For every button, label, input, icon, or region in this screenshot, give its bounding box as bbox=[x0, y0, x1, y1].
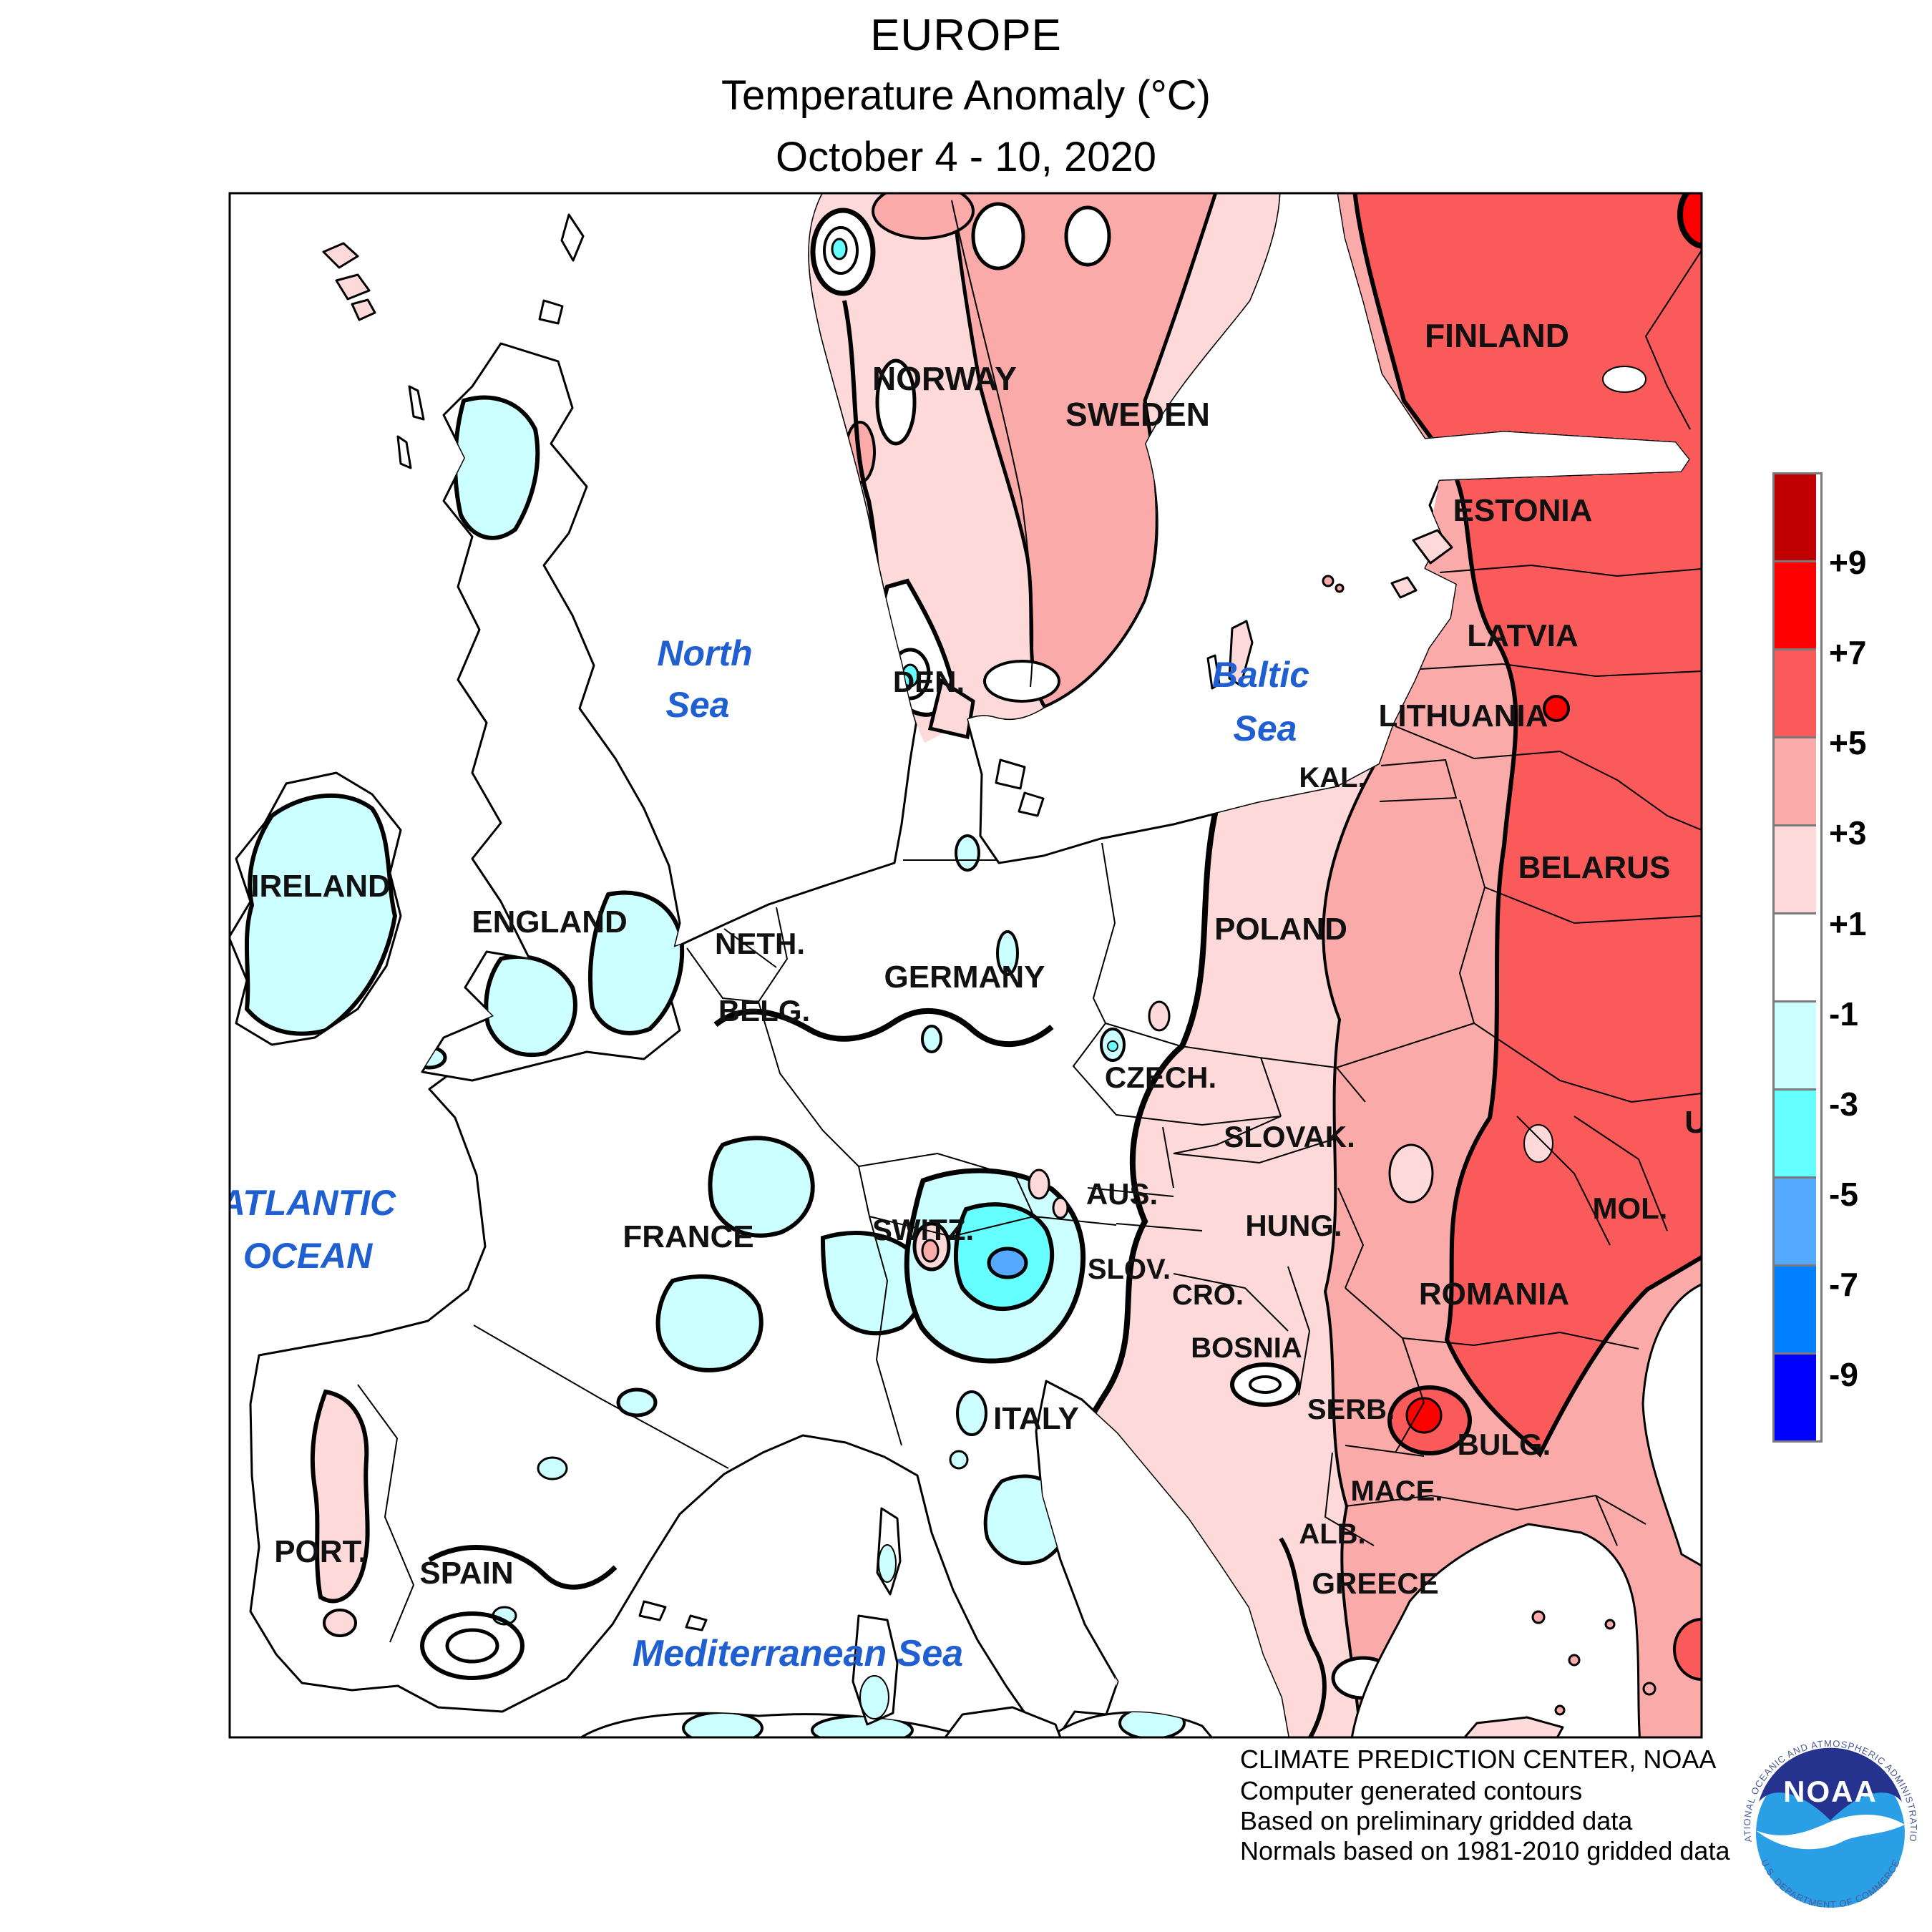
legend-cell-m7-m9 bbox=[1775, 1267, 1816, 1355]
label-belarus: BELARUS bbox=[1518, 850, 1671, 885]
label-romania: ROMANIA bbox=[1419, 1277, 1569, 1312]
legend-label-m1: -1 bbox=[1829, 995, 1858, 1033]
sea-overlays bbox=[1350, 1283, 1702, 1737]
map-frame bbox=[228, 192, 1703, 1739]
legend-label-m5: -5 bbox=[1829, 1176, 1858, 1213]
legend-cell-5-7 bbox=[1775, 650, 1816, 738]
label-greece: GREECE bbox=[1312, 1566, 1438, 1600]
label-belgium: BELG. bbox=[718, 994, 810, 1028]
legend-label-p5: +5 bbox=[1829, 724, 1867, 761]
baltic-sea-label2: Sea bbox=[1234, 708, 1297, 748]
legend-cell-1-3 bbox=[1775, 826, 1816, 914]
label-france: FRANCE bbox=[623, 1219, 753, 1254]
label-estonia: ESTONIA bbox=[1453, 493, 1593, 528]
label-bulgaria: BULG. bbox=[1458, 1428, 1551, 1461]
credit-line-contours: Computer generated contours bbox=[1240, 1776, 1583, 1805]
credit-line-source: CLIMATE PREDICTION CENTER, NOAA bbox=[1240, 1745, 1717, 1774]
noaa-logo-wordmark: NOAA bbox=[1783, 1775, 1878, 1808]
label-lithuania: LITHUANIA bbox=[1378, 698, 1548, 733]
label-germany: GERMANY bbox=[884, 960, 1045, 995]
label-portugal: PORT. bbox=[274, 1534, 367, 1569]
legend-cell-7-9 bbox=[1775, 562, 1816, 650]
label-switzerland: SWITZ. bbox=[872, 1213, 974, 1246]
legend-label-m7: -7 bbox=[1829, 1266, 1858, 1303]
legend-cell-neutral bbox=[1775, 914, 1816, 1002]
label-sweden: SWEDEN bbox=[1065, 396, 1210, 433]
label-latvia: LATVIA bbox=[1467, 618, 1579, 653]
country-borders bbox=[357, 200, 1702, 1643]
legend-label-p3: +3 bbox=[1829, 814, 1867, 852]
label-norway: NORWAY bbox=[872, 360, 1017, 397]
north-sea-label: North bbox=[657, 633, 752, 673]
map-title: EUROPE bbox=[870, 11, 1062, 60]
label-czechia: CZECH. bbox=[1105, 1060, 1216, 1094]
label-slovakia: SLOVAK. bbox=[1224, 1120, 1355, 1153]
map-subtitle: Temperature Anomaly (°C) bbox=[721, 72, 1211, 119]
label-england: ENGLAND bbox=[472, 904, 628, 940]
map-date-range: October 4 - 10, 2020 bbox=[776, 134, 1156, 180]
sea-labels: North Sea Baltic Sea ATLANTIC OCEAN Medi… bbox=[218, 633, 1309, 1674]
noaa-logo-sky bbox=[1759, 1747, 1902, 1820]
legend-label-p1: +1 bbox=[1829, 905, 1867, 942]
aegean-sea bbox=[1350, 1523, 1641, 1737]
atlantic-ocean-label2: OCEAN bbox=[243, 1236, 373, 1276]
legend-cell-m1-m3 bbox=[1775, 1002, 1816, 1091]
label-bosnia: BOSNIA bbox=[1191, 1332, 1302, 1364]
label-netherlands: NETH. bbox=[715, 927, 805, 960]
label-denmark: DEN. bbox=[893, 665, 965, 698]
label-hungary: HUNG. bbox=[1245, 1209, 1342, 1242]
legend-colorbar bbox=[1772, 472, 1823, 1443]
north-sea-label2: Sea bbox=[666, 685, 730, 725]
label-slovenia: SLOV. bbox=[1088, 1254, 1171, 1285]
legend-cell-m5-m7 bbox=[1775, 1179, 1816, 1267]
legend-cell-above-9 bbox=[1775, 474, 1816, 562]
label-albania: ALB. bbox=[1299, 1518, 1365, 1550]
label-serbia: SERB. bbox=[1307, 1394, 1395, 1425]
label-ukraine: UKR. bbox=[1684, 1105, 1762, 1140]
label-finland: FINLAND bbox=[1425, 317, 1569, 354]
legend-cell-3-5 bbox=[1775, 738, 1816, 826]
atlantic-ocean-label: ATLANTIC bbox=[218, 1183, 396, 1223]
legend-label-m3: -3 bbox=[1829, 1085, 1858, 1123]
label-moldova: MOL. bbox=[1593, 1191, 1668, 1225]
legend-cell-m3-m5 bbox=[1775, 1091, 1816, 1179]
label-ireland: IRELAND bbox=[250, 869, 391, 904]
mediterranean-sea-label: Mediterranean Sea bbox=[633, 1633, 963, 1674]
label-italy: ITALY bbox=[993, 1401, 1079, 1436]
noaa-logo: NOAA NATIONAL OCEANIC AND ATMOSPHERIC AD… bbox=[1730, 1736, 1925, 1928]
label-macedonia: MACE. bbox=[1351, 1475, 1443, 1507]
islands bbox=[322, 213, 1657, 1737]
label-poland: POLAND bbox=[1214, 912, 1347, 947]
credit-line-normals: Normals based on 1981-2010 gridded data bbox=[1240, 1836, 1730, 1865]
noaa-logo-seagull bbox=[1756, 1815, 1905, 1850]
label-spain: SPAIN bbox=[419, 1556, 513, 1591]
baltic-sea-label: Baltic bbox=[1212, 655, 1309, 695]
label-austria: AUS. bbox=[1086, 1177, 1158, 1211]
black-sea bbox=[1641, 1283, 1702, 1567]
legend-label-p9: +9 bbox=[1829, 544, 1867, 581]
label-kaliningrad: KAL. bbox=[1299, 762, 1365, 794]
label-croatia: CRO. bbox=[1172, 1279, 1244, 1311]
credit-line-data: Based on preliminary gridded data bbox=[1240, 1806, 1633, 1835]
legend-label-m9: -9 bbox=[1829, 1356, 1858, 1393]
country-labels: NORWAY SWEDEN FINLAND ESTONIA LATVIA LIT… bbox=[250, 317, 1762, 1600]
anomaly-shading bbox=[244, 193, 1702, 1737]
legend-cell-below-m9 bbox=[1775, 1355, 1816, 1440]
legend-label-p7: +7 bbox=[1829, 634, 1867, 671]
north-africa-coast bbox=[579, 1712, 974, 1737]
